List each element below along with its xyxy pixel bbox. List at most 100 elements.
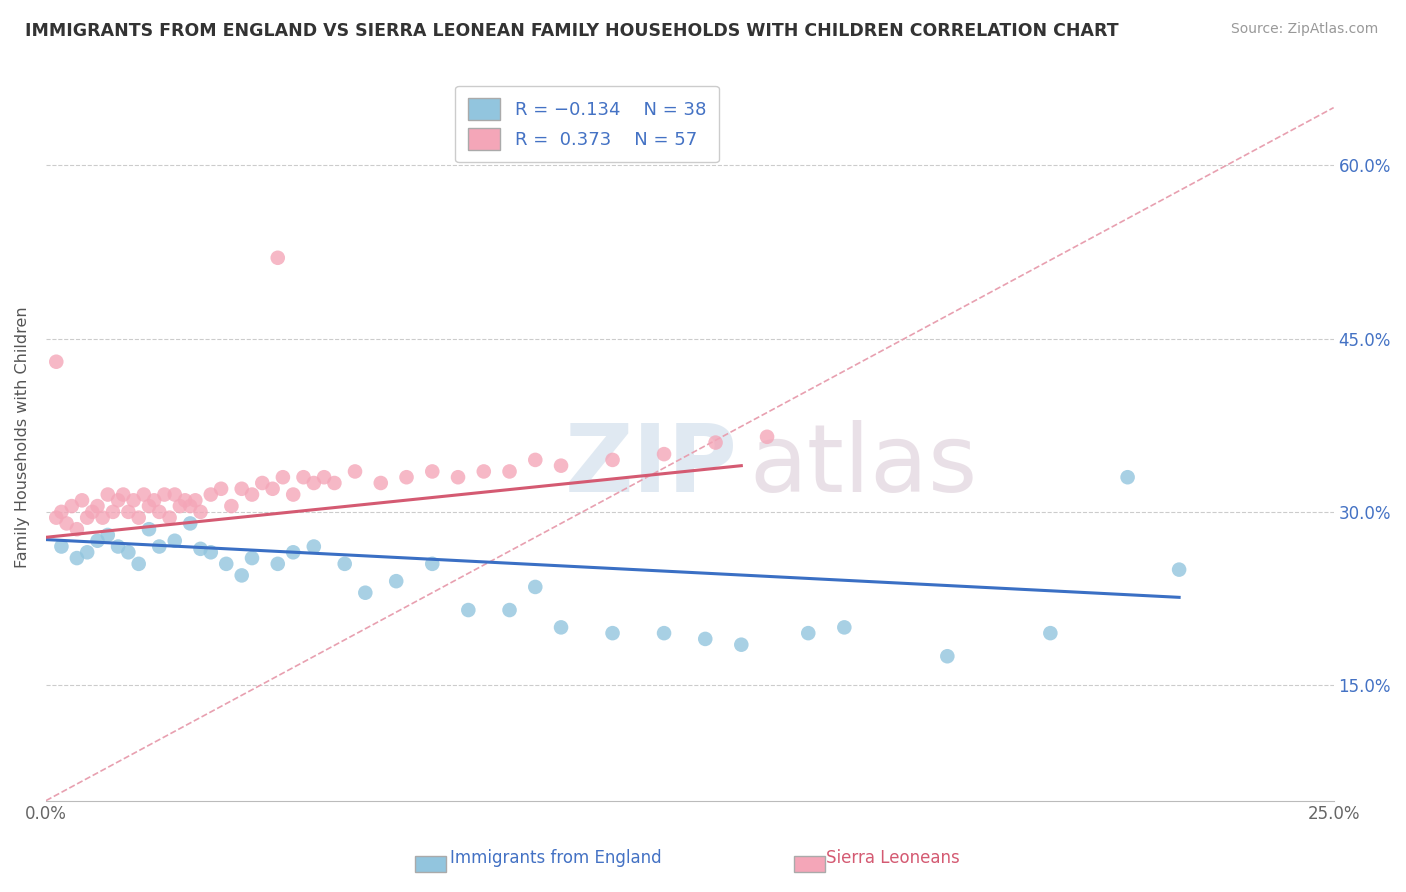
Point <box>45 355 67 369</box>
Point <box>82 505 104 519</box>
Point <box>314 470 336 484</box>
Text: IMMIGRANTS FROM ENGLAND VS SIERRA LEONEAN FAMILY HOUSEHOLDS WITH CHILDREN CORREL: IMMIGRANTS FROM ENGLAND VS SIERRA LEONEA… <box>25 22 1119 40</box>
Point <box>66 551 89 566</box>
Point <box>76 545 98 559</box>
Point <box>55 516 77 531</box>
Point <box>1168 563 1191 577</box>
Point <box>148 505 170 519</box>
Point <box>122 493 145 508</box>
Point <box>76 510 98 524</box>
Point <box>86 533 108 548</box>
Point <box>209 482 232 496</box>
Point <box>323 475 346 490</box>
Point <box>179 499 201 513</box>
Point <box>163 487 186 501</box>
Point <box>51 505 73 519</box>
Point <box>132 487 155 501</box>
Text: Sierra Leoneans: Sierra Leoneans <box>825 849 960 867</box>
Point <box>107 493 129 508</box>
Point <box>797 626 820 640</box>
Point <box>97 528 120 542</box>
Point <box>215 557 238 571</box>
Point <box>385 574 408 589</box>
Point <box>1039 626 1062 640</box>
Text: Immigrants from England: Immigrants from England <box>450 849 661 867</box>
Point <box>190 505 212 519</box>
Point <box>179 516 201 531</box>
Point <box>343 465 366 479</box>
Point <box>652 626 675 640</box>
Point <box>524 453 547 467</box>
Point <box>524 580 547 594</box>
Point <box>420 557 443 571</box>
Point <box>271 470 294 484</box>
Point <box>159 510 181 524</box>
Point <box>117 505 139 519</box>
Y-axis label: Family Households with Children: Family Households with Children <box>15 306 30 567</box>
Point <box>128 510 150 524</box>
Point <box>602 453 624 467</box>
Point <box>550 458 572 473</box>
Point <box>240 551 263 566</box>
Point <box>200 545 222 559</box>
Point <box>138 522 160 536</box>
Point <box>252 475 274 490</box>
Text: Source: ZipAtlas.com: Source: ZipAtlas.com <box>1230 22 1378 37</box>
Point <box>200 487 222 501</box>
Point <box>70 493 93 508</box>
Text: ZIP: ZIP <box>565 420 738 512</box>
Point <box>163 533 186 548</box>
Point <box>148 540 170 554</box>
Point <box>652 447 675 461</box>
Point <box>231 568 253 582</box>
Point <box>370 475 392 490</box>
Point <box>66 522 89 536</box>
Point <box>704 435 727 450</box>
Point <box>184 493 207 508</box>
Point <box>302 475 325 490</box>
Point <box>472 465 495 479</box>
Point <box>128 557 150 571</box>
Point <box>333 557 356 571</box>
Point <box>283 487 305 501</box>
Point <box>292 470 315 484</box>
Point <box>267 557 290 571</box>
Point <box>174 493 197 508</box>
Point <box>138 499 160 513</box>
Point <box>834 620 856 634</box>
Point <box>550 620 572 634</box>
Point <box>231 482 253 496</box>
Point <box>86 499 108 513</box>
Point <box>112 487 135 501</box>
Point <box>51 540 73 554</box>
Point <box>97 487 120 501</box>
Point <box>936 649 959 664</box>
Point <box>420 465 443 479</box>
Point <box>169 499 191 513</box>
Text: atlas: atlas <box>749 420 977 512</box>
Point <box>447 470 470 484</box>
Point <box>91 510 114 524</box>
Point <box>695 632 717 646</box>
Point <box>354 585 377 599</box>
Point <box>283 545 305 559</box>
Point <box>107 540 129 554</box>
Point <box>302 540 325 554</box>
Point <box>240 487 263 501</box>
Point <box>267 251 290 265</box>
Point <box>101 505 124 519</box>
Point <box>190 541 212 556</box>
Point <box>221 499 243 513</box>
Point <box>45 510 67 524</box>
Point <box>730 638 752 652</box>
Point <box>457 603 479 617</box>
Point <box>756 430 779 444</box>
Point <box>602 626 624 640</box>
Point <box>262 482 284 496</box>
Point <box>498 603 520 617</box>
Point <box>143 493 166 508</box>
Point <box>60 499 83 513</box>
Point <box>395 470 418 484</box>
Point <box>117 545 139 559</box>
Point <box>153 487 176 501</box>
